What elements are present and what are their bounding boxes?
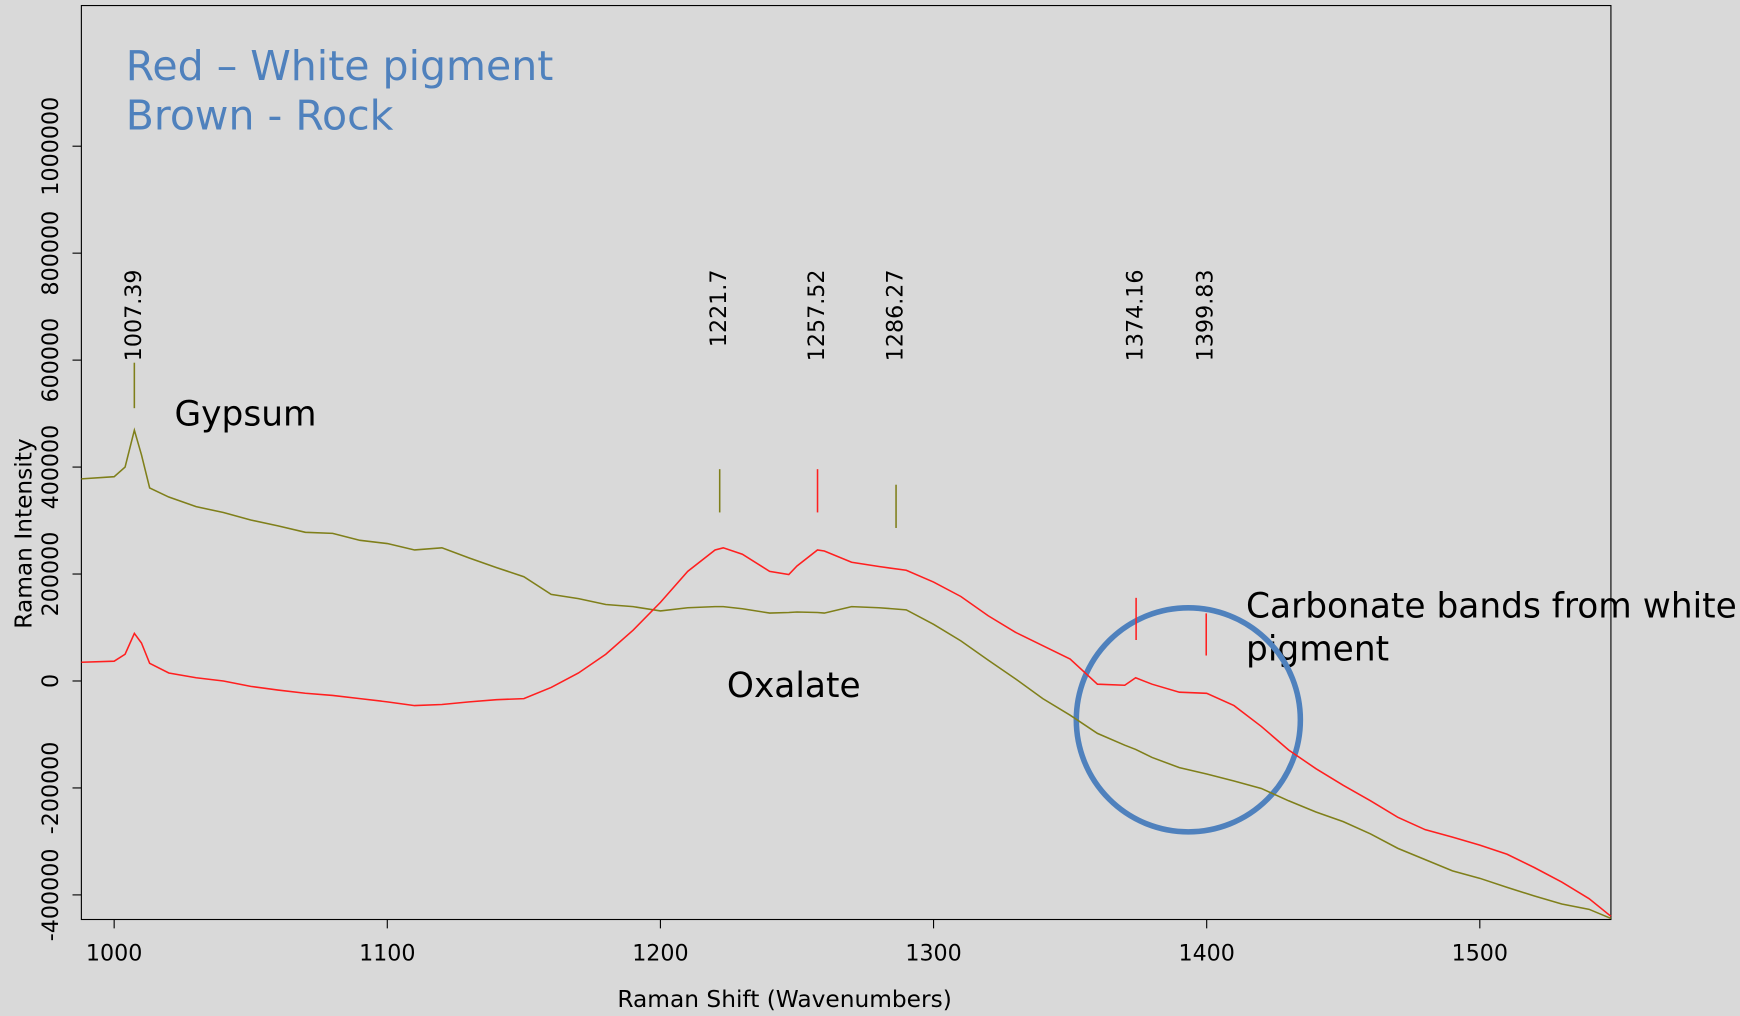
x-tick-label: 1300 <box>905 940 961 966</box>
x-tick-label: 1200 <box>632 940 688 966</box>
peak-label: 1221.7 <box>706 270 732 348</box>
legend-line: Red – White pigment <box>126 42 554 90</box>
plot-frame <box>80 4 1612 921</box>
peak-label: 1257.52 <box>804 270 830 362</box>
annotation: Gypsum <box>175 394 317 434</box>
peak-label: 1399.83 <box>1193 270 1219 362</box>
annotation: pigment <box>1246 630 1389 670</box>
y-tick-label: -200000 <box>38 742 64 835</box>
y-tick-label: 1000000 <box>38 97 64 196</box>
y-tick-label: 600000 <box>38 318 64 403</box>
legend-line: Brown - Rock <box>126 92 394 140</box>
annotation: Carbonate bands from white <box>1246 586 1737 626</box>
y-tick-label: 800000 <box>38 211 64 296</box>
peak-label: 1374.16 <box>1123 270 1149 362</box>
y-tick-label: 0 <box>38 674 64 688</box>
series-line <box>81 547 1612 917</box>
peak-label: 1007.39 <box>121 270 147 362</box>
x-tick-label: 1500 <box>1452 940 1508 966</box>
y-tick-label: 200000 <box>38 532 64 617</box>
x-tick-label: 1100 <box>359 940 415 966</box>
y-tick-label: 400000 <box>38 425 64 510</box>
x-axis-title: Raman Shift (Wavenumbers) <box>617 986 951 1013</box>
series-line <box>81 427 1612 920</box>
x-tick-label: 1400 <box>1178 940 1234 966</box>
peak-label: 1286.27 <box>883 270 909 362</box>
y-tick-label: -400000 <box>38 849 64 942</box>
y-axis-title: Raman Intensity <box>10 438 37 629</box>
annotation: Oxalate <box>727 666 861 706</box>
x-tick-label: 1000 <box>86 940 142 966</box>
